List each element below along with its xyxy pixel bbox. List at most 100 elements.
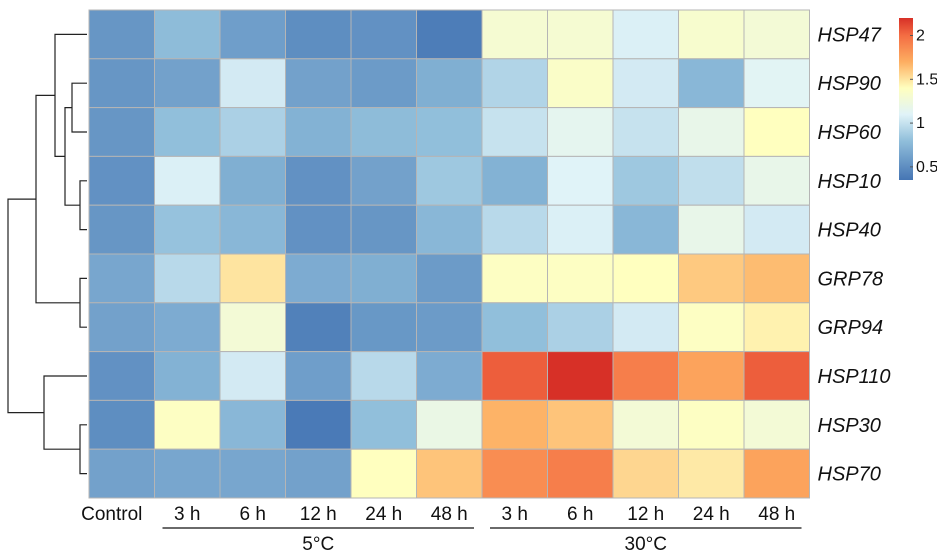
- heatmap-cell: [743, 155, 810, 206]
- heatmap-cell: [219, 302, 286, 353]
- heatmap-cell: [481, 399, 548, 450]
- heatmap-cell: [547, 351, 614, 401]
- heatmap-cell: [481, 9, 548, 60]
- heatmap-cell: [547, 448, 614, 499]
- heatmap-cell: [350, 204, 417, 255]
- heatmap-cell: [285, 107, 352, 157]
- row-label: HSP90: [818, 73, 881, 95]
- heatmap-cell: [743, 448, 810, 499]
- heatmap-cell: [547, 204, 614, 255]
- heatmap-cell: [416, 107, 483, 157]
- heatmap-cell: [678, 448, 745, 499]
- dendrogram-branch: [7, 198, 44, 414]
- heatmap-cell: [88, 58, 155, 109]
- heatmap-cell: [154, 155, 221, 206]
- heatmap-cell: [219, 107, 286, 157]
- row-label: HSP60: [818, 122, 881, 144]
- dendrogram-branch: [79, 424, 87, 475]
- heatmap-cell: [285, 58, 352, 109]
- heatmap-cell: [416, 302, 483, 353]
- color-legend: 2 1.5 1 0.5: [899, 18, 937, 180]
- column-label: 48 h: [758, 504, 795, 525]
- heatmap-cell: [219, 253, 286, 304]
- dendrogram-branch: [71, 82, 87, 133]
- heatmap-cell: [481, 107, 548, 157]
- heatmap-cell: [678, 302, 745, 353]
- heatmap-cell: [612, 302, 679, 353]
- heatmap-cell: [88, 155, 155, 206]
- heatmap-cell: [678, 253, 745, 304]
- dendrogram-branch: [79, 180, 87, 231]
- column-label: Control: [81, 504, 142, 525]
- column-label: 3 h: [502, 504, 528, 525]
- heatmap-cell: [350, 448, 417, 499]
- heatmap-cell: [481, 58, 548, 109]
- column-label: 6 h: [240, 504, 266, 525]
- heatmap-cell: [350, 155, 417, 206]
- heatmap-cell: [416, 399, 483, 450]
- heatmap-cell: [547, 58, 614, 109]
- heatmap-cell: [416, 58, 483, 109]
- heatmap-cell: [547, 302, 614, 353]
- heatmap-cell: [154, 204, 221, 255]
- heatmap-cell: [219, 58, 286, 109]
- heatmap-cell: [743, 399, 810, 450]
- heatmap-cell: [612, 399, 679, 450]
- heatmap-cell: [285, 155, 352, 206]
- heatmap-cell: [285, 302, 352, 353]
- heatmap-cell: [88, 351, 155, 401]
- heatmap-cell: [416, 253, 483, 304]
- heatmap-cell: [416, 204, 483, 255]
- heatmap-cell: [219, 448, 286, 499]
- heatmap-cell: [154, 448, 221, 499]
- heatmap-cell: [612, 9, 679, 60]
- heatmap-cell: [88, 253, 155, 304]
- heatmap-cell: [416, 155, 483, 206]
- heatmap-cell: [350, 302, 417, 353]
- heatmap-cell: [219, 9, 286, 60]
- heatmap-cell: [219, 351, 286, 401]
- row-labels: HSP47 HSP90 HSP60 HSP10 HSP40 GRP78 GRP94 HSP11…: [818, 24, 891, 485]
- dendrogram-branch: [35, 94, 80, 304]
- dendrogram-branch: [54, 33, 87, 157]
- heatmap-cell: [350, 399, 417, 450]
- row-label: GRP78: [818, 268, 884, 290]
- row-label: GRP94: [818, 317, 884, 339]
- heatmap-cell: [154, 253, 221, 304]
- heatmap-cell: [416, 448, 483, 499]
- column-label: 48 h: [431, 504, 468, 525]
- row-label: HSP30: [818, 415, 881, 437]
- row-label: HSP40: [818, 220, 881, 242]
- heatmap-cell: [743, 9, 810, 60]
- heatmap-cell: [481, 351, 548, 401]
- heatmap-cell: [154, 351, 221, 401]
- heatmap-cell: [481, 204, 548, 255]
- group-label: 30°C: [625, 534, 667, 555]
- heatmap-cell: [416, 351, 483, 401]
- column-label: 12 h: [627, 504, 664, 525]
- heatmap-cell: [285, 9, 352, 60]
- heatmap-cell: [547, 107, 614, 157]
- heatmap-cell: [743, 204, 810, 255]
- row-dendrogram: [7, 33, 87, 475]
- heatmap-cell: [285, 399, 352, 450]
- heatmap-cell: [219, 204, 286, 255]
- heatmap-cell: [285, 204, 352, 255]
- heatmap-cell: [285, 253, 352, 304]
- heatmap-cell: [743, 302, 810, 353]
- heatmap-cell: [612, 58, 679, 109]
- heatmap-cell: [350, 351, 417, 401]
- group-labels: 5°C 30°C: [162, 527, 802, 555]
- row-label: HSP70: [818, 464, 881, 486]
- heatmap-cells: [88, 9, 810, 499]
- heatmap-cell: [219, 155, 286, 206]
- group-label: 5°C: [302, 534, 334, 555]
- heatmap-cell: [547, 399, 614, 450]
- heatmap-cell: [154, 107, 221, 157]
- row-label: HSP10: [818, 171, 881, 193]
- heatmap-cell: [678, 351, 745, 401]
- column-label: 24 h: [693, 504, 730, 525]
- heatmap-cell: [219, 399, 286, 450]
- heatmap-cell: [350, 58, 417, 109]
